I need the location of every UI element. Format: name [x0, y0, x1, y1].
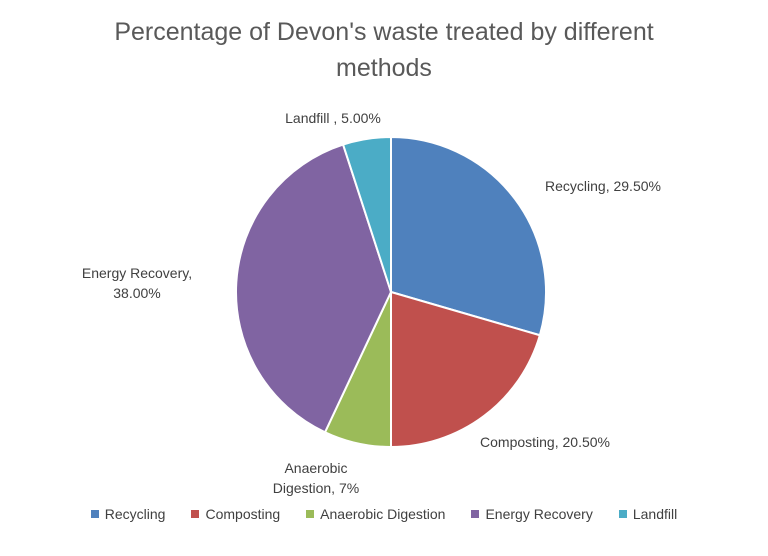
legend-label: Recycling: [104, 506, 166, 522]
legend-item: Landfill: [618, 506, 678, 522]
pie-slice: [390, 135, 547, 337]
legend-marker: [618, 510, 627, 518]
legend-label: Composting: [205, 506, 281, 522]
pie-slice: [390, 290, 542, 449]
legend-item: Composting: [191, 506, 280, 522]
pie-slice: [341, 135, 392, 293]
data-label: Recycling, 29.50%: [545, 178, 661, 194]
chart-title: Percentage of Devon's waste treated by d…: [114, 18, 654, 82]
legend-marker: [191, 510, 200, 518]
legend-item: Anaerobic Digestion: [306, 506, 445, 522]
legend-label: Anaerobic Digestion: [320, 506, 446, 522]
legend-marker: [471, 510, 480, 518]
legend: Recycling Composting Anaerobic Digestion En…: [0, 506, 768, 522]
pie-slice: [235, 143, 393, 434]
data-label: Landfill , 5.00%: [285, 110, 381, 126]
legend-item: Recycling: [90, 506, 166, 522]
data-label: Energy Recovery, 38.00%: [81, 265, 193, 301]
legend-marker: [90, 510, 99, 518]
data-label: Composting, 20.50%: [480, 434, 610, 450]
data-label: Anaerobic Digestion, 7%: [272, 460, 360, 496]
legend-item: Energy Recovery: [471, 506, 593, 522]
legend-label: Energy Recovery: [485, 506, 593, 522]
legend-marker: [306, 510, 315, 518]
legend-label: Landfill: [632, 506, 678, 522]
